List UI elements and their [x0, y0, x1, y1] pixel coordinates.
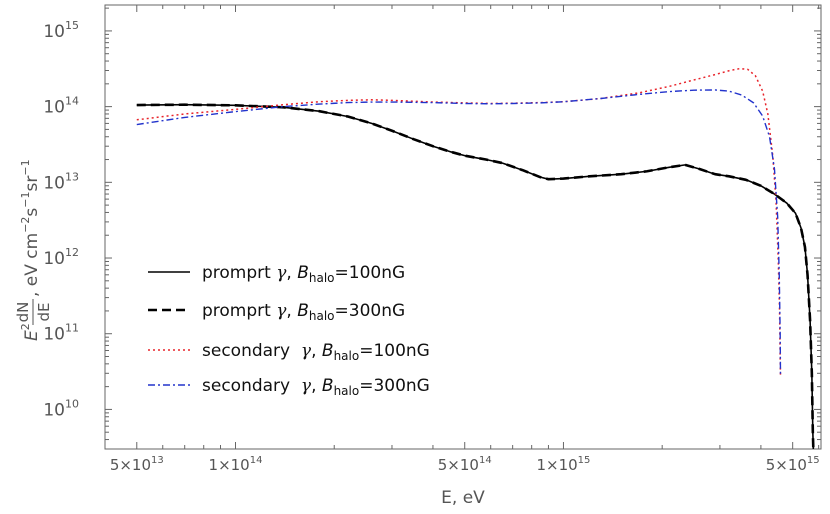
svg-text:, eV cm−2s−1sr−1: , eV cm−2s−1sr−1 — [19, 159, 42, 297]
plot-frame — [104, 4, 822, 450]
y-tick-label: 1012 — [43, 246, 79, 269]
series-line-2 — [136, 67, 782, 376]
series-group — [136, 67, 815, 450]
y-tick-label: 1014 — [43, 95, 79, 118]
svg-text:dN: dN — [14, 302, 32, 323]
x-tick-label: 5×1015 — [766, 455, 820, 474]
y-ticks: 1010 1011 1012 1013 1014 1015 — [43, 7, 821, 450]
y-tick-label: 1011 — [43, 322, 79, 345]
y-tick-label: 1010 — [43, 397, 79, 420]
svg-text:E2: E2 — [19, 323, 42, 341]
x-tick-label: 5×1013 — [110, 455, 164, 474]
y-tick-label: 1015 — [43, 19, 79, 42]
series-line-3 — [136, 89, 782, 376]
svg-text:dE: dE — [35, 303, 53, 322]
y-tick-label: 1013 — [43, 170, 79, 193]
x-tick-label: 1×1015 — [536, 455, 590, 474]
x-ticks: 5×1013 1×1014 5×1014 1×1015 5×1015 — [104, 5, 820, 474]
legend-label-2: secondary γ, Bhalo=100nG — [202, 341, 430, 363]
legend: promprt γ, Bhalo=100nG promprt γ, Bhalo=3… — [148, 263, 430, 398]
x-tick-label: 1×1014 — [209, 455, 263, 474]
x-tick-label: 5×1014 — [438, 455, 492, 474]
legend-label-0: promprt γ, Bhalo=100nG — [202, 263, 405, 285]
legend-label-1: promprt γ, Bhalo=300nG — [202, 301, 405, 323]
x-axis-title: E, eV — [441, 488, 485, 508]
series-line-1 — [136, 103, 815, 450]
y-axis-title: E2 dN dE , eV cm−2s−1sr−1 — [14, 159, 53, 341]
legend-label-3: secondary γ, Bhalo=300nG — [202, 376, 430, 398]
